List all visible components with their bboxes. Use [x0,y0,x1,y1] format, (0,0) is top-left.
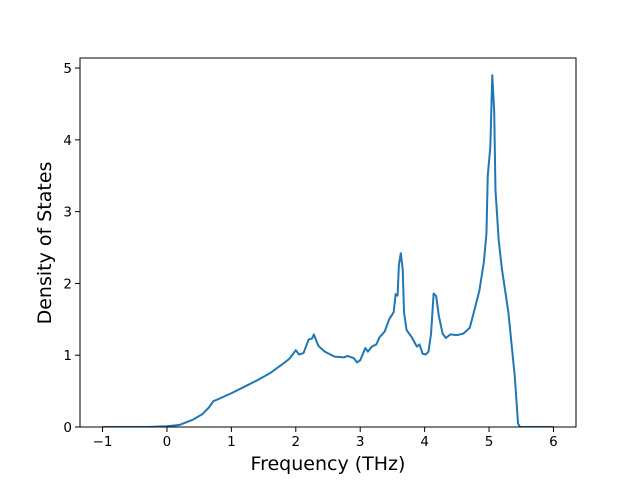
x-tick-label: 5 [485,434,494,450]
x-tick-label: 1 [227,434,236,450]
x-tick-label: 3 [356,434,365,450]
y-tick-label: 4 [63,133,72,149]
y-tick-label: 1 [63,348,72,364]
y-tick-label: 0 [63,420,72,436]
x-tick-label: −1 [93,434,113,450]
x-axis-label: Frequency (THz) [251,453,406,475]
x-tick-label: 4 [420,434,429,450]
data-line [102,74,554,427]
y-tick-label: 5 [63,61,72,77]
plot-frame [79,57,577,428]
x-tick-label: 0 [163,434,172,450]
y-tick-label: 2 [63,276,72,292]
y-axis-label: Density of States [34,162,56,325]
x-tick-label: 6 [549,434,558,450]
x-tick-label: 2 [291,434,300,450]
y-tick-label: 3 [63,205,72,221]
